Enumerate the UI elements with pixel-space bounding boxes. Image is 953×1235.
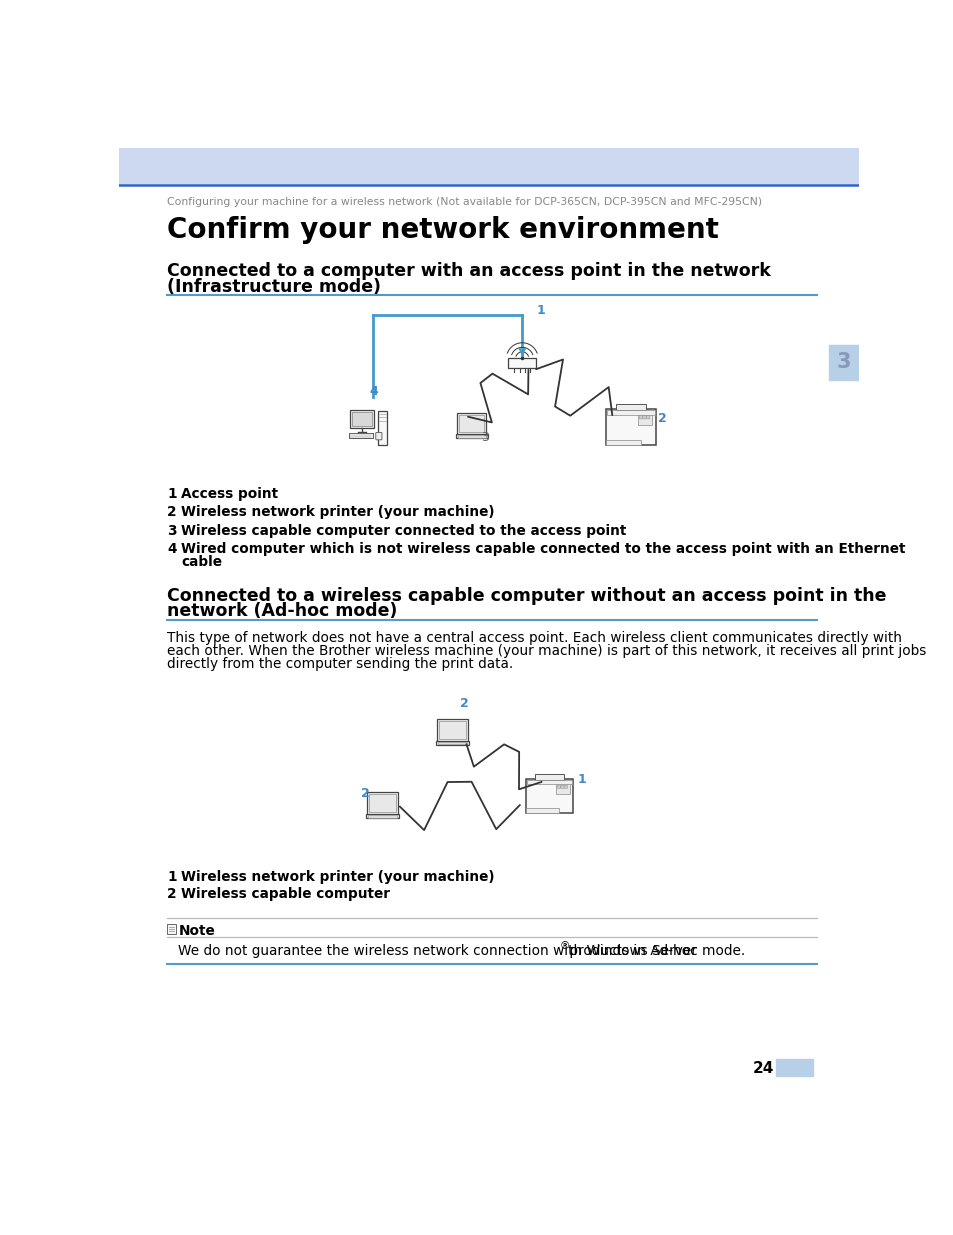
FancyBboxPatch shape [437,742,467,745]
Text: 2: 2 [658,411,666,425]
FancyBboxPatch shape [564,785,567,788]
Text: This type of network does not have a central access point. Each wireless client : This type of network does not have a cen… [167,631,902,645]
Text: Configuring your machine for a wireless network (Not available for DCP-365CN, DC: Configuring your machine for a wireless … [167,196,761,206]
FancyBboxPatch shape [436,741,469,745]
Text: Confirm your network environment: Confirm your network environment [167,216,719,245]
Text: cable: cable [181,555,222,569]
Text: network (Ad-hoc mode): network (Ad-hoc mode) [167,603,397,620]
FancyBboxPatch shape [526,779,571,784]
Text: Wireless capable computer: Wireless capable computer [181,888,390,902]
FancyBboxPatch shape [556,783,569,794]
Text: Connected to a computer with an access point in the network: Connected to a computer with an access p… [167,262,770,280]
Text: Connected to a wireless capable computer without an access point in the: Connected to a wireless capable computer… [167,587,886,605]
FancyBboxPatch shape [349,433,373,438]
FancyBboxPatch shape [456,414,486,435]
FancyBboxPatch shape [605,440,640,445]
Text: ®: ® [558,941,569,951]
FancyBboxPatch shape [508,358,536,368]
FancyBboxPatch shape [368,815,397,818]
Text: Note: Note [179,924,215,937]
FancyBboxPatch shape [638,414,651,425]
FancyBboxPatch shape [457,435,485,437]
FancyBboxPatch shape [605,409,655,445]
Text: products in Ad-hoc mode.: products in Ad-hoc mode. [564,944,744,957]
Text: Access point: Access point [181,487,278,501]
FancyBboxPatch shape [436,719,467,741]
Text: 24: 24 [752,1061,773,1076]
FancyBboxPatch shape [350,410,374,429]
FancyBboxPatch shape [366,814,399,819]
Text: Wireless capable computer connected to the access point: Wireless capable computer connected to t… [181,524,626,538]
Bar [775,1060,812,1076]
Text: 1: 1 [536,304,544,316]
Text: Wired computer which is not wireless capable connected to the access point with : Wired computer which is not wireless cap… [181,542,904,557]
Text: 1: 1 [167,871,176,884]
FancyBboxPatch shape [438,721,465,739]
Text: 4: 4 [369,385,377,398]
FancyBboxPatch shape [352,411,372,426]
FancyBboxPatch shape [377,411,387,445]
Text: (Infrastructure mode): (Infrastructure mode) [167,278,381,295]
FancyBboxPatch shape [646,416,649,419]
FancyBboxPatch shape [642,416,645,419]
Text: 3: 3 [167,524,176,538]
Text: 1: 1 [577,773,585,787]
Text: 2: 2 [459,698,469,710]
Text: Wireless network printer (your machine): Wireless network printer (your machine) [181,871,495,884]
Text: 2: 2 [167,888,176,902]
Text: We do not guarantee the wireless network connection with Windows Server: We do not guarantee the wireless network… [178,944,697,957]
FancyBboxPatch shape [557,785,559,788]
Bar [828,345,858,380]
FancyBboxPatch shape [606,410,654,415]
FancyBboxPatch shape [456,435,487,438]
Text: Wireless network printer (your machine): Wireless network printer (your machine) [181,505,495,520]
Bar [119,148,858,185]
FancyBboxPatch shape [167,924,175,934]
FancyBboxPatch shape [525,808,558,813]
FancyBboxPatch shape [367,792,397,814]
Text: each other. When the Brother wireless machine (your machine) is part of this net: each other. When the Brother wireless ma… [167,645,925,658]
FancyBboxPatch shape [525,778,573,813]
FancyBboxPatch shape [560,785,563,788]
Text: 4: 4 [167,542,176,557]
Text: 3: 3 [480,431,489,443]
FancyBboxPatch shape [615,404,645,410]
FancyBboxPatch shape [375,432,381,440]
Text: 2: 2 [360,787,370,800]
Text: directly from the computer sending the print data.: directly from the computer sending the p… [167,657,513,671]
Text: 1: 1 [167,487,176,501]
Text: 2: 2 [167,505,176,520]
FancyBboxPatch shape [639,416,641,419]
FancyBboxPatch shape [369,794,395,813]
Text: 3: 3 [836,352,850,372]
FancyBboxPatch shape [459,415,484,432]
FancyBboxPatch shape [535,774,563,779]
